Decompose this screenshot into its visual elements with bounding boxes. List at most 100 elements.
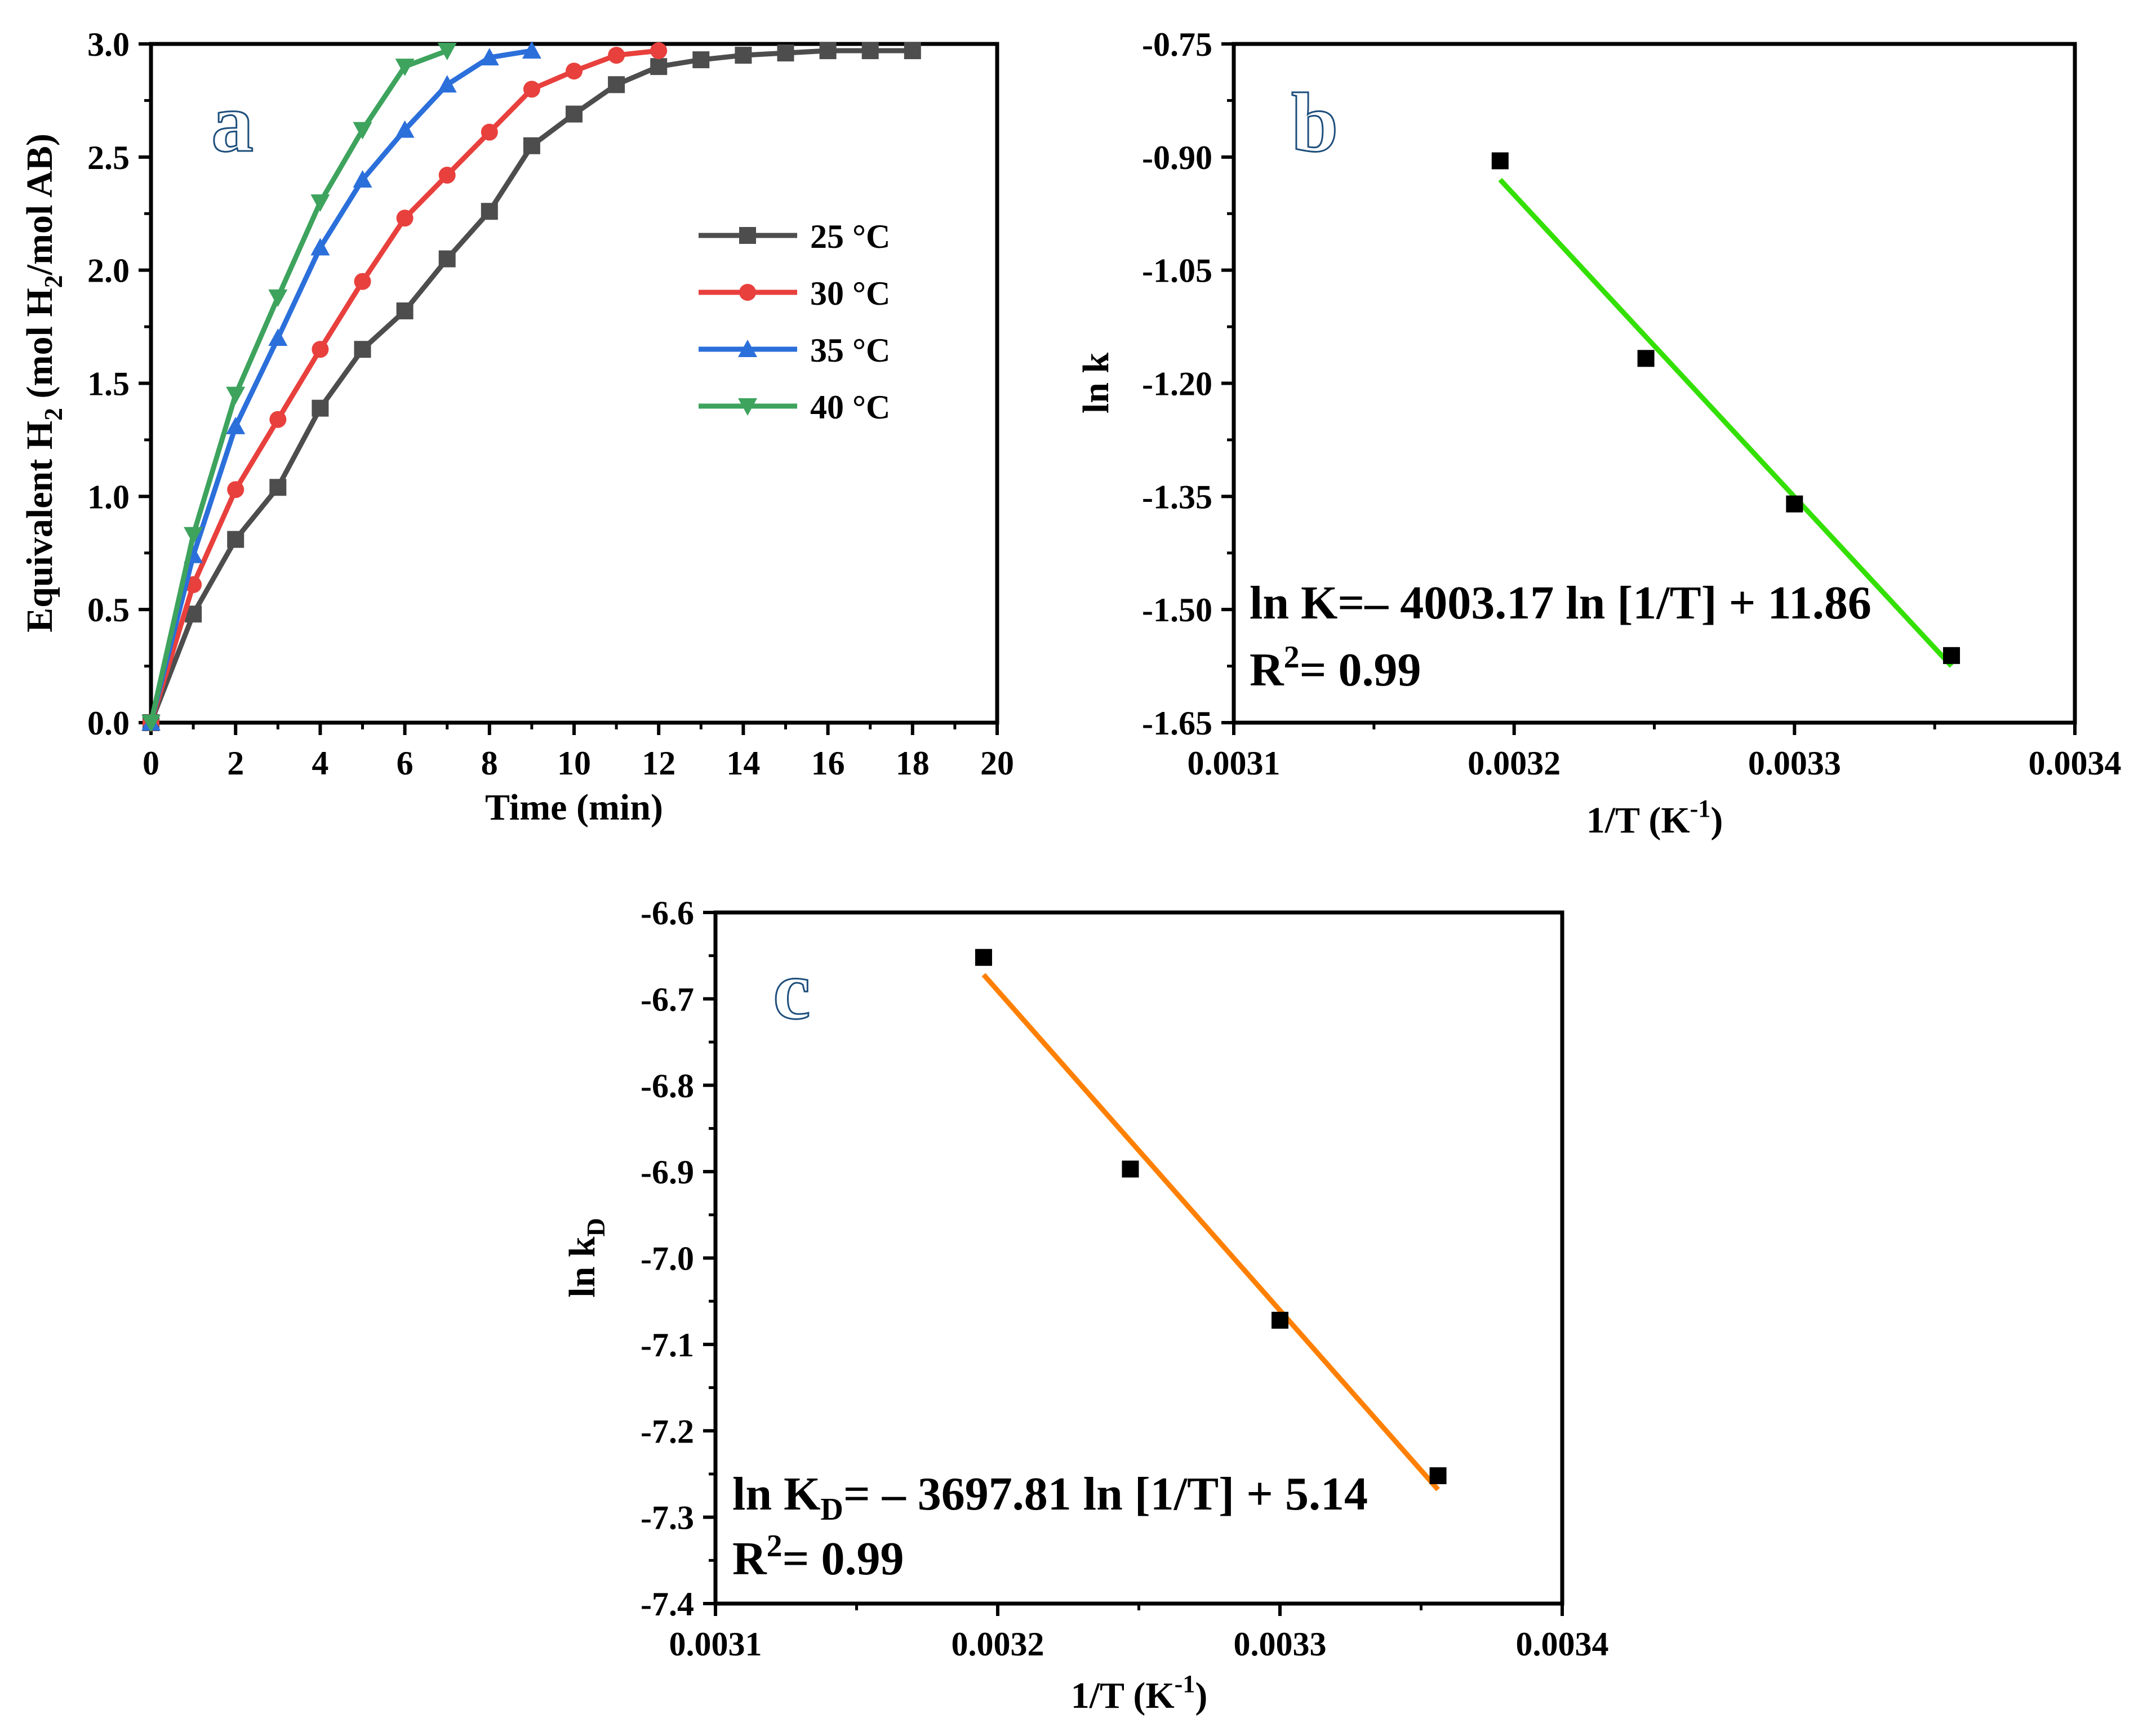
c-fit-line [981,973,1440,1492]
c-y-tick-label: -7.4 [641,1586,694,1623]
c-x-tick-label: 0.0034 [1516,1626,1609,1663]
panel-a-series [141,41,921,732]
a-legend-marker-2 [738,340,757,357]
panel-c-tick-marks [703,911,1564,1616]
a-series-0-point [269,479,287,496]
a-series-2-point [268,328,288,346]
a-series-3-point [353,122,372,140]
panel-c-letter: c [773,943,811,1037]
b-y-tick-label: -1.35 [1142,478,1212,515]
panel-b-chart: 0.0031 0.0032 0.0033 0.0034 -0.75 -0.90 -1.05… [1075,26,2122,841]
a-series-0-point [523,137,540,154]
panel-a-tick-marks [139,42,999,735]
panel-b-equation: ln K=– 4003.17 ln [1/T] + 11.86 [1250,577,1872,629]
a-x-tick-label: 4 [312,745,328,782]
a-series-3-point [437,43,457,61]
a-series-line-2 [148,48,532,724]
a-series-0-point [777,44,794,62]
a-series-3-point [310,194,330,212]
a-x-tick-label: 14 [726,745,760,782]
c-y-tick-label: -7.1 [641,1326,694,1364]
panel-a-legend: 25 °C 30 °C 35 °C 40 °C [699,218,890,426]
a-series-0-point [692,51,710,69]
a-series-0-point [861,42,879,60]
a-series-3-point [141,715,161,732]
b-x-tick-label: 0.0031 [1188,745,1281,782]
a-series-line-3 [148,48,448,723]
c-y-tick-label: -7.2 [641,1413,694,1450]
c-data-point [975,949,992,966]
a-x-tick-label: 16 [811,745,845,782]
panel-b-fit-line-group [1498,177,1954,668]
panel-a-y-axis-label: Equivalent H2 (mol H2/mol AB) [19,133,68,633]
a-x-tick-label: 0 [143,745,159,782]
a-series-1-point [608,47,625,64]
a-x-tick-label: 12 [642,745,675,782]
a-legend-marker-1 [739,284,756,301]
c-data-point [1272,1311,1288,1329]
panel-c-x-axis-label: 1/T (K-1) [1071,1670,1208,1716]
b-data-point [1786,495,1803,513]
a-legend-marker-3 [738,398,757,416]
a-series-3-point [226,386,246,404]
a-x-tick-label: 6 [397,745,414,782]
c-data-point [1122,1160,1139,1178]
b-y-tick-label: -0.75 [1142,26,1212,63]
b-y-tick-label: -1.20 [1142,366,1212,403]
a-series-1-point [354,273,371,290]
a-y-tick-label: 1.5 [87,366,130,403]
a-series-2-point [310,238,330,256]
panel-b-y-tick-labels: -0.75 -0.90 -1.05 -1.20 -1.35 -1.50 -1.65 [1142,26,1212,742]
a-y-tick-label: 1.0 [87,478,130,515]
panel-a-y-tick-labels: 0.0 0.5 1.0 1.5 2.0 2.5 3.0 [87,26,130,742]
panel-b-r-squared: R2= 0.99 [1250,640,1421,696]
a-series-3-point [395,59,415,77]
panel-c-y-tick-labels: -6.6 -6.7 -6.8 -6.9 -7.0 -7.1 -7.2 -7.3 -7.4 [641,894,694,1623]
a-legend-label-0: 25 °C [810,218,890,255]
b-data-point [1491,152,1509,170]
c-y-tick-label: -6.8 [641,1067,694,1105]
a-y-tick-label: 0.0 [87,705,130,742]
a-y-tick-label: 3.0 [87,26,130,63]
a-x-tick-label: 20 [980,745,1014,782]
panel-a-plot-frame [149,42,999,725]
c-data-point [1429,1467,1447,1485]
panel-b-y-axis-label: ln k [1075,353,1117,414]
c-y-tick-label: -6.9 [641,1154,694,1191]
a-series-1-point [438,166,456,184]
a-series-1-point [523,81,540,98]
a-series-0-point [312,399,329,417]
a-series-2-point [437,75,457,93]
a-legend-label-1: 30 °C [810,275,890,312]
c-x-tick-label: 0.0033 [1234,1626,1327,1663]
b-fit-line [1498,177,1954,668]
a-series-0-point [819,42,837,60]
panel-c-equation: ln KD= – 3697.81 ln [1/T] + 5.14 [732,1468,1368,1527]
a-series-0-point [227,531,245,548]
c-y-tick-label: -7.3 [641,1499,694,1537]
a-series-2-point [479,48,499,66]
a-series-3-point [268,289,288,307]
a-series-1-point [566,63,583,80]
a-series-3-point [184,527,203,545]
a-series-1-point [227,481,245,498]
a-y-tick-label: 0.5 [87,591,130,629]
a-series-1-point [650,42,668,60]
panel-c-chart: 0.0031 0.0032 0.0033 0.0034 -6.6-6.7-6.8-6.… [562,894,1609,1716]
c-y-tick-label: -6.7 [641,981,694,1018]
panel-a-x-axis-label: Time (min) [485,787,663,828]
c-y-tick-label: -6.6 [641,894,694,932]
c-y-tick-label: -7.0 [641,1240,694,1277]
b-y-tick-label: -1.05 [1142,252,1212,290]
panel-b-tick-marks [1221,42,2077,735]
a-legend-label-3: 40 °C [810,389,890,426]
a-series-2-point [226,416,246,434]
a-x-tick-label: 8 [481,745,498,782]
panel-c-y-axis-label: ln kD [562,1218,610,1297]
panel-b-x-tick-labels: 0.0031 0.0032 0.0033 0.0034 [1188,745,2122,782]
a-series-1-point [396,210,414,227]
c-x-tick-label: 0.0032 [952,1626,1044,1663]
a-legend-marker-0 [739,227,756,244]
b-x-tick-label: 0.0033 [1748,745,1841,782]
